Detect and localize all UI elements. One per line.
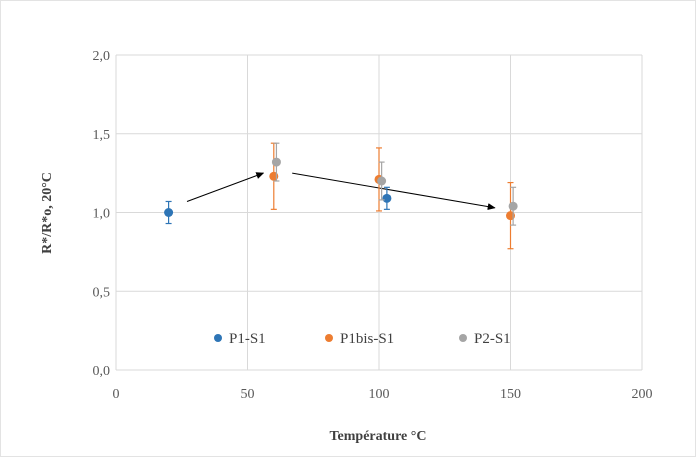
y-tick-label: 0,0 xyxy=(93,364,111,379)
data-point xyxy=(164,208,174,217)
y-tick-labels: 0,0 0,5 1,0 1,5 2,0 xyxy=(93,49,111,379)
trend-arrows xyxy=(186,172,496,211)
x-tick-label: 200 xyxy=(632,387,653,402)
y-tick-label: 2,0 xyxy=(93,49,111,64)
legend-label: P1-S1 xyxy=(229,331,266,347)
legend-label: P1bis-S1 xyxy=(340,331,394,347)
legend-marker xyxy=(459,334,467,342)
y-tick-label: 1,0 xyxy=(93,207,111,222)
data-point xyxy=(271,157,281,167)
x-tick-label: 0 xyxy=(113,387,120,402)
legend-marker xyxy=(214,334,222,342)
x-tick-label: 100 xyxy=(369,387,390,402)
x-tick-label: 150 xyxy=(500,387,521,402)
gridlines xyxy=(115,54,643,371)
legend-marker xyxy=(325,334,333,342)
x-axis-title: Température °C xyxy=(330,429,427,444)
trend-arrow xyxy=(186,172,265,202)
data-point xyxy=(508,201,518,211)
series-p2-s1 xyxy=(271,142,518,226)
y-tick-label: 0,5 xyxy=(93,285,111,300)
series-p1bis-s1 xyxy=(269,142,515,250)
y-axis-title: R*/R*o, 20°C xyxy=(40,172,55,254)
data-point xyxy=(377,176,387,186)
x-tick-labels: 0 50 100 150 200 xyxy=(113,387,653,402)
data-point xyxy=(382,193,392,203)
series-p1-s1 xyxy=(164,186,392,225)
legend-label: P2-S1 xyxy=(474,331,511,347)
x-tick-label: 50 xyxy=(241,387,255,402)
legend: P1-S1 P1bis-S1 P2-S1 xyxy=(214,331,511,347)
y-tick-label: 1,5 xyxy=(93,128,111,143)
data-series xyxy=(164,142,518,250)
trend-arrow xyxy=(292,172,496,211)
